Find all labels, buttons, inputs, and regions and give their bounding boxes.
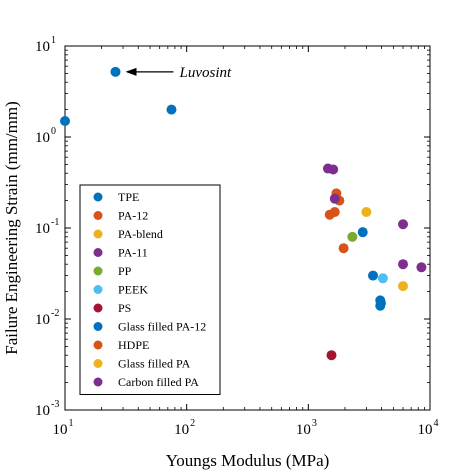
data-point [367, 270, 378, 281]
data-point [357, 227, 368, 238]
x-tick-label: 103 [296, 418, 317, 438]
data-point [416, 262, 427, 273]
x-tick-label: 101 [53, 418, 74, 438]
y-axis-label: Failure Engineering Strain (mm/mm) [2, 101, 21, 355]
data-point [398, 259, 409, 270]
legend-label: PA-12 [118, 209, 148, 223]
legend-marker [93, 359, 103, 368]
legend: TPE PA-12 PA-blend PA-11 PP PEEK PS Glass fille… [79, 184, 221, 395]
x-tick-exponent: 4 [434, 418, 439, 429]
legend-marker [93, 248, 103, 257]
x-tick-label: 102 [174, 418, 195, 438]
data-point [60, 115, 70, 126]
y-tick-label: 10-1 [35, 217, 59, 237]
data-point [377, 273, 388, 284]
legend-label: TPE [118, 190, 139, 204]
legend-box [79, 184, 221, 395]
y-tick-exponent: 1 [51, 35, 56, 46]
y-tick-label: 101 [35, 35, 56, 55]
legend-label: PP [118, 264, 132, 278]
legend-label: HDPE [118, 338, 149, 352]
legend-label: PA-blend [118, 227, 163, 241]
data-point [329, 193, 340, 204]
data-point [326, 350, 337, 361]
legend-label: PS [118, 301, 131, 315]
points-layer [60, 66, 427, 361]
legend-marker [93, 266, 103, 276]
data-point [110, 66, 121, 77]
legend-label: Glass filled PA [118, 357, 191, 371]
data-point [328, 164, 339, 175]
x-tick-exponent: 1 [69, 418, 74, 429]
legend-marker [93, 285, 103, 294]
legend-label: Carbon filled PA [118, 375, 199, 389]
y-tick-exponent: -3 [51, 399, 59, 410]
data-point [398, 219, 409, 230]
legend-marker [93, 192, 103, 202]
y-tick-label: 100 [35, 126, 56, 146]
x-tick-exponent: 3 [312, 418, 317, 429]
data-point [338, 243, 349, 254]
x-axis-label: Youngs Modulus (MPa) [166, 451, 330, 470]
x-tick-exponent: 2 [190, 418, 195, 429]
legend-marker [93, 322, 103, 331]
annotation-arrow-head [125, 67, 137, 76]
legend-label: PA-11 [118, 246, 148, 260]
legend-marker [93, 229, 103, 239]
legend-marker [93, 211, 103, 220]
y-tick-exponent: 0 [51, 126, 56, 137]
legend-marker [93, 340, 103, 350]
y-tick-exponent: -2 [51, 308, 59, 319]
data-point [166, 104, 177, 115]
x-tick-label: 104 [418, 418, 439, 438]
annotation-layer: Luvosint [125, 65, 232, 81]
y-tick-label: 10-3 [35, 399, 59, 419]
y-tick-label: 10-2 [35, 308, 59, 328]
data-point [375, 300, 386, 311]
legend-marker [93, 377, 103, 387]
y-tick-exponent: -1 [51, 217, 59, 228]
legend-marker [93, 303, 103, 313]
legend-label: PEEK [118, 283, 148, 297]
data-point [347, 231, 358, 242]
data-point [398, 281, 409, 292]
legend-label: Glass filled PA-12 [118, 320, 206, 334]
annotation-label: Luvosint [178, 65, 232, 81]
data-point [329, 206, 340, 217]
data-point [361, 206, 372, 217]
